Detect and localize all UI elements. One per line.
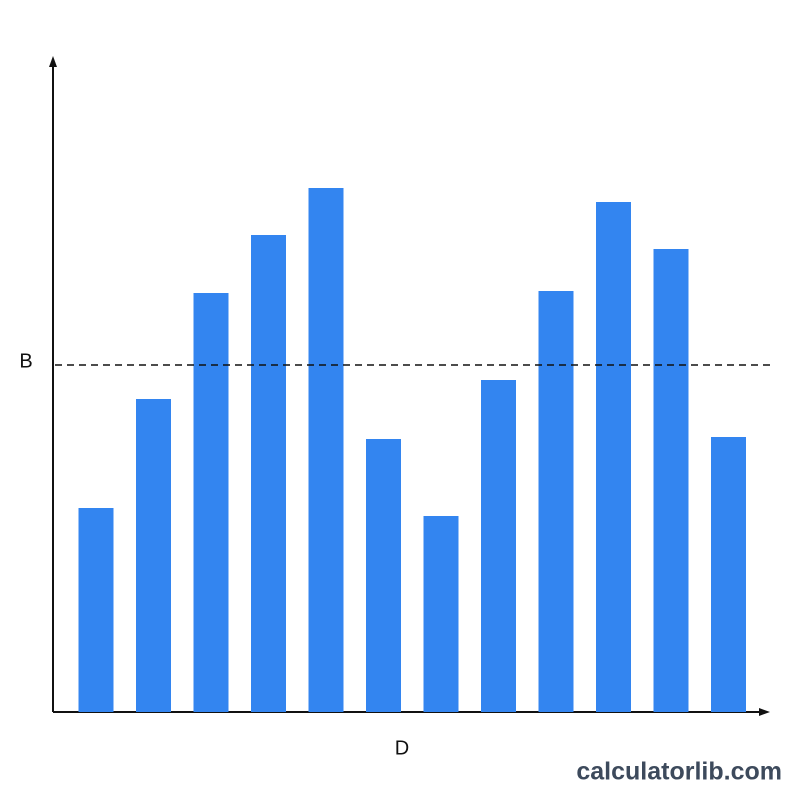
bar (423, 516, 459, 712)
bar (653, 249, 689, 712)
bar (538, 291, 574, 712)
bar (78, 508, 114, 712)
x-axis-arrow (759, 708, 770, 716)
y-axis-arrow (49, 56, 57, 67)
bar (251, 235, 286, 712)
bar (481, 380, 516, 712)
bar (193, 293, 229, 712)
reference-label: B (19, 350, 32, 372)
watermark: calculatorlib.com (576, 758, 782, 786)
bar (596, 202, 631, 712)
bar (711, 437, 746, 712)
bar (366, 439, 401, 712)
bar (308, 188, 344, 712)
bar (136, 399, 171, 712)
x-axis-label: D (395, 737, 409, 759)
